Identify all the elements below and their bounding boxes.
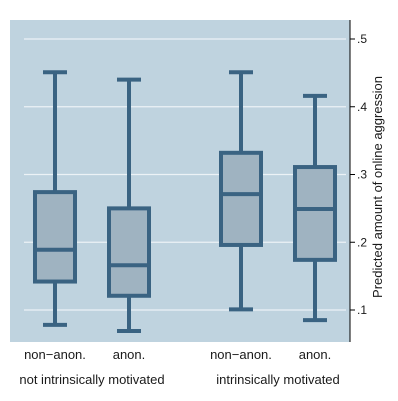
group-label: not intrinsically motivated [19,372,164,387]
interquartile-box [219,150,263,247]
interquartile-box [293,165,337,262]
interquartile-box [33,190,77,284]
group-label: intrinsically motivated [216,372,340,387]
category-label: anon. [299,347,332,362]
y-tick-label: .1 [357,303,367,317]
y-tick-label: .4 [357,100,367,114]
interquartile-box [107,206,151,298]
y-tick-label: .5 [357,32,367,46]
y-tick-label: .3 [357,168,367,182]
box-2 [107,77,151,334]
box-series [33,70,337,334]
y-tick-label: .2 [357,235,367,249]
box-3 [219,70,263,312]
category-label: non−anon. [210,347,272,362]
grid-lines [24,38,346,311]
y-axis-label: Predicted amount of online aggression [370,76,385,298]
group-labels: not intrinsically motivated intrinsically… [19,372,339,387]
box-1 [33,70,77,327]
y-axis-ticks: .1 .2 .3 .4 .5 [350,32,367,317]
category-label: non−anon. [24,347,86,362]
category-labels: non−anon. anon. non−anon. anon. [24,347,331,362]
category-label: anon. [113,347,146,362]
box-4 [293,93,337,323]
